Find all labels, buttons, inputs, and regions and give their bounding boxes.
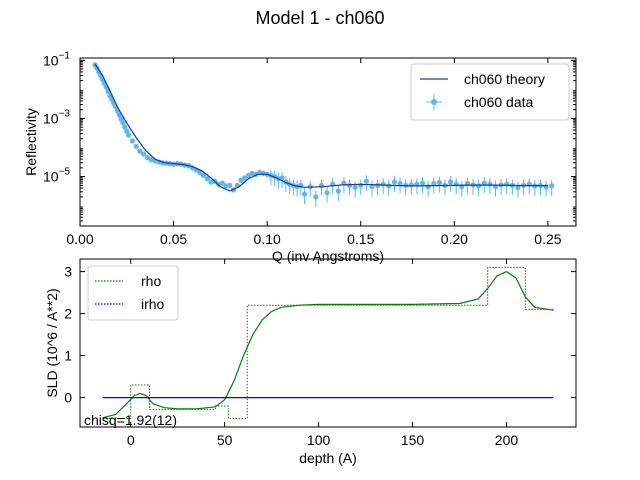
data-point [200, 172, 207, 178]
reflectivity-axes-frame [79, 57, 577, 227]
x-tick-label: 0.10 [254, 231, 281, 247]
sld-xlabel: depth (A) [299, 450, 357, 466]
data-point [120, 120, 126, 126]
data-point [419, 180, 426, 186]
sld-panel: 0 50 100 150 200 0 1 2 3 depth (A) SLD (10^6 / A… [44, 258, 577, 466]
data-point [515, 184, 521, 191]
x-tick-label: 0.00 [66, 231, 93, 247]
data-point [504, 181, 510, 187]
sld-marks [102, 266, 554, 420]
data-point [436, 180, 442, 186]
data-point [363, 178, 369, 184]
legend-theory-label: ch060 theory [464, 71, 545, 87]
data-point [549, 183, 555, 189]
legend-data-point [431, 99, 437, 105]
data-point [481, 180, 487, 186]
theory-line [94, 63, 548, 192]
data-point [346, 182, 353, 188]
sld-legend-box [87, 265, 179, 321]
data-point [543, 184, 549, 190]
data-point [242, 175, 248, 181]
x-tick-label: 50 [217, 432, 233, 448]
legend-data-label: ch060 data [464, 94, 533, 110]
reflectivity-legend: ch060 theory ch060 data [410, 63, 570, 121]
data-point [313, 194, 319, 200]
sld-axes-frame [79, 258, 577, 428]
y-tick-label: 10−1 [43, 50, 70, 68]
data-point [447, 179, 454, 185]
legend-rho-label: rho [141, 273, 161, 289]
x-tick-label: 100 [307, 432, 331, 448]
data-point [352, 184, 358, 191]
y-tick-label: 10−3 [43, 108, 70, 126]
reflectivity-ticks: 0.00 0.05 0.10 0.15 0.20 0.25 10−5 10−3 10−1 [43, 50, 576, 247]
x-tick-label: 150 [401, 432, 425, 448]
reflectivity-legend-box [410, 63, 570, 121]
x-tick-label: 200 [495, 432, 519, 448]
data-point [425, 184, 431, 190]
x-tick-label: 0.15 [347, 231, 374, 247]
y-tick-label: 1 [64, 348, 72, 364]
data-point [227, 182, 233, 188]
data-point [118, 116, 124, 122]
data-point [380, 181, 386, 187]
reflectivity-ylabel: Reflectivity [23, 108, 39, 176]
y-tick-label: 10−5 [43, 167, 70, 185]
data-point [335, 188, 341, 194]
x-tick-label: 0.05 [160, 231, 187, 247]
data-point [219, 180, 225, 186]
data-point [129, 138, 136, 144]
data-point [141, 151, 147, 157]
y-tick-label: 0 [64, 390, 72, 406]
legend-data-swatch [426, 94, 442, 110]
x-tick-label: 0.25 [534, 231, 561, 247]
data-point [137, 148, 143, 154]
data-point [204, 176, 210, 182]
data-point [324, 190, 330, 196]
reflectivity-marks [92, 62, 555, 207]
data-point [279, 175, 285, 181]
data-point [133, 143, 139, 149]
data-point [116, 112, 122, 118]
data-point [126, 132, 132, 138]
sld-ylabel: SLD (10^6 / A**2) [44, 288, 60, 397]
x-tick-label: 0 [127, 432, 135, 448]
y-tick-label: 2 [64, 306, 72, 322]
data-point [431, 180, 437, 187]
data-point [238, 177, 244, 183]
sld-ticks: 0 50 100 150 200 0 1 2 3 [64, 259, 576, 448]
legend-irho-label: irho [141, 296, 165, 312]
reflectivity-panel: 0.00 0.05 0.10 0.15 0.20 0.25 10−5 10−3 10−1 Q (… [23, 50, 577, 264]
sld-legend: rho irho [87, 265, 179, 321]
data-point [122, 124, 128, 130]
data-point [302, 191, 308, 197]
data-point [476, 183, 482, 189]
data-point [487, 181, 493, 187]
x-tick-label: 0.20 [441, 231, 468, 247]
data-point [391, 179, 398, 185]
data-point [397, 180, 403, 187]
data-point [408, 182, 414, 188]
chisq-label: chisq=1.92(12) [84, 412, 177, 428]
y-tick-label: 3 [64, 264, 72, 280]
rho-smooth-line [102, 271, 554, 419]
data-point [369, 184, 375, 190]
data-point [386, 183, 392, 189]
reflectivity-xlabel: Q (inv Angstroms) [272, 248, 384, 264]
data-point [358, 182, 364, 188]
figure-title: Model 1 - ch060 [255, 8, 384, 28]
